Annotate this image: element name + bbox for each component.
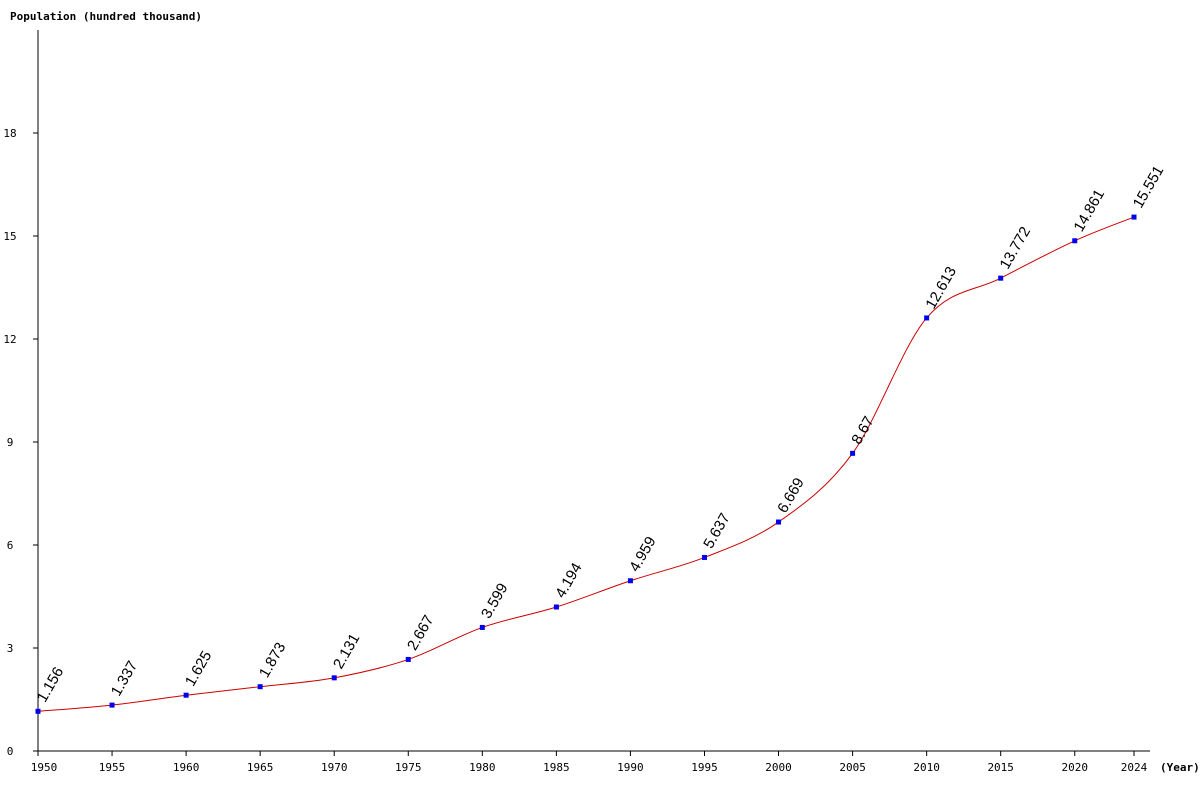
data-point (627, 578, 633, 584)
data-point (998, 275, 1004, 281)
data-point (1131, 214, 1137, 220)
data-point (479, 624, 485, 630)
x-tick-label: 2015 (987, 761, 1014, 774)
x-tick-label: 1980 (469, 761, 496, 774)
data-point (257, 684, 263, 690)
y-tick-label: 6 (7, 539, 14, 552)
x-axis-title: (Year) (1160, 761, 1200, 774)
data-label: 8.67 (848, 414, 877, 448)
data-label: 13.772 (996, 224, 1034, 272)
x-tick-label: 1965 (247, 761, 274, 774)
data-label: 5.637 (700, 510, 733, 551)
data-point (35, 708, 41, 714)
x-tick-label: 1995 (691, 761, 718, 774)
data-label: 3.599 (478, 580, 511, 621)
data-point (331, 675, 337, 681)
x-tick-label: 1990 (617, 761, 644, 774)
x-tick-label: 2010 (913, 761, 940, 774)
data-label: 1.625 (182, 648, 215, 689)
data-point (553, 604, 559, 610)
data-point (109, 702, 115, 708)
x-tick-label: 1960 (173, 761, 200, 774)
data-labels: 1.156 1.337 1.625 1.873 2.131 2.667 3.599 4.194… (34, 163, 1168, 705)
data-label: 15.551 (1130, 163, 1168, 211)
population-series-line (37, 216, 1135, 712)
y-tick-label: 9 (7, 436, 14, 449)
data-label: 1.337 (108, 658, 141, 699)
x-tick-label: 2000 (765, 761, 792, 774)
data-label: 4.959 (626, 534, 659, 575)
x-tick-label: 2020 (1062, 761, 1089, 774)
data-point (183, 692, 189, 698)
data-point (1072, 238, 1078, 244)
x-tick-label: 1970 (321, 761, 348, 774)
data-point (850, 450, 856, 456)
x-tick-label: 1950 (31, 761, 58, 774)
y-tick-label: 15 (3, 230, 16, 243)
data-label: 4.194 (552, 560, 585, 601)
data-label: 1.873 (256, 640, 289, 681)
data-point (405, 656, 411, 662)
data-point (924, 315, 930, 321)
y-tick-label: 18 (3, 127, 16, 140)
x-tick-label: 1975 (395, 761, 422, 774)
data-label: 2.131 (330, 631, 363, 672)
y-tick-label: 0 (7, 745, 14, 758)
x-tick-label: 2024 (1121, 761, 1148, 774)
y-tick-label: 3 (7, 642, 14, 655)
data-label: 12.613 (922, 264, 960, 312)
y-axis-ticks: 0 3 6 9 12 15 18 (3, 127, 38, 758)
data-label: 2.667 (404, 612, 437, 653)
x-axis-ticks: 1950 1955 1960 1965 1970 1975 1980 1985 1990 1995… (31, 751, 1148, 774)
x-tick-label: 1985 (543, 761, 570, 774)
x-tick-label: 1955 (99, 761, 126, 774)
y-axis-title: Population (hundred thousand) (10, 10, 202, 23)
data-label: 6.669 (774, 475, 807, 516)
data-label: 14.861 (1070, 187, 1108, 235)
x-tick-label: 2005 (839, 761, 866, 774)
data-point (701, 554, 707, 560)
y-tick-label: 12 (3, 333, 16, 346)
data-points (35, 214, 1137, 714)
data-label: 1.156 (34, 664, 67, 705)
data-point (776, 519, 782, 525)
